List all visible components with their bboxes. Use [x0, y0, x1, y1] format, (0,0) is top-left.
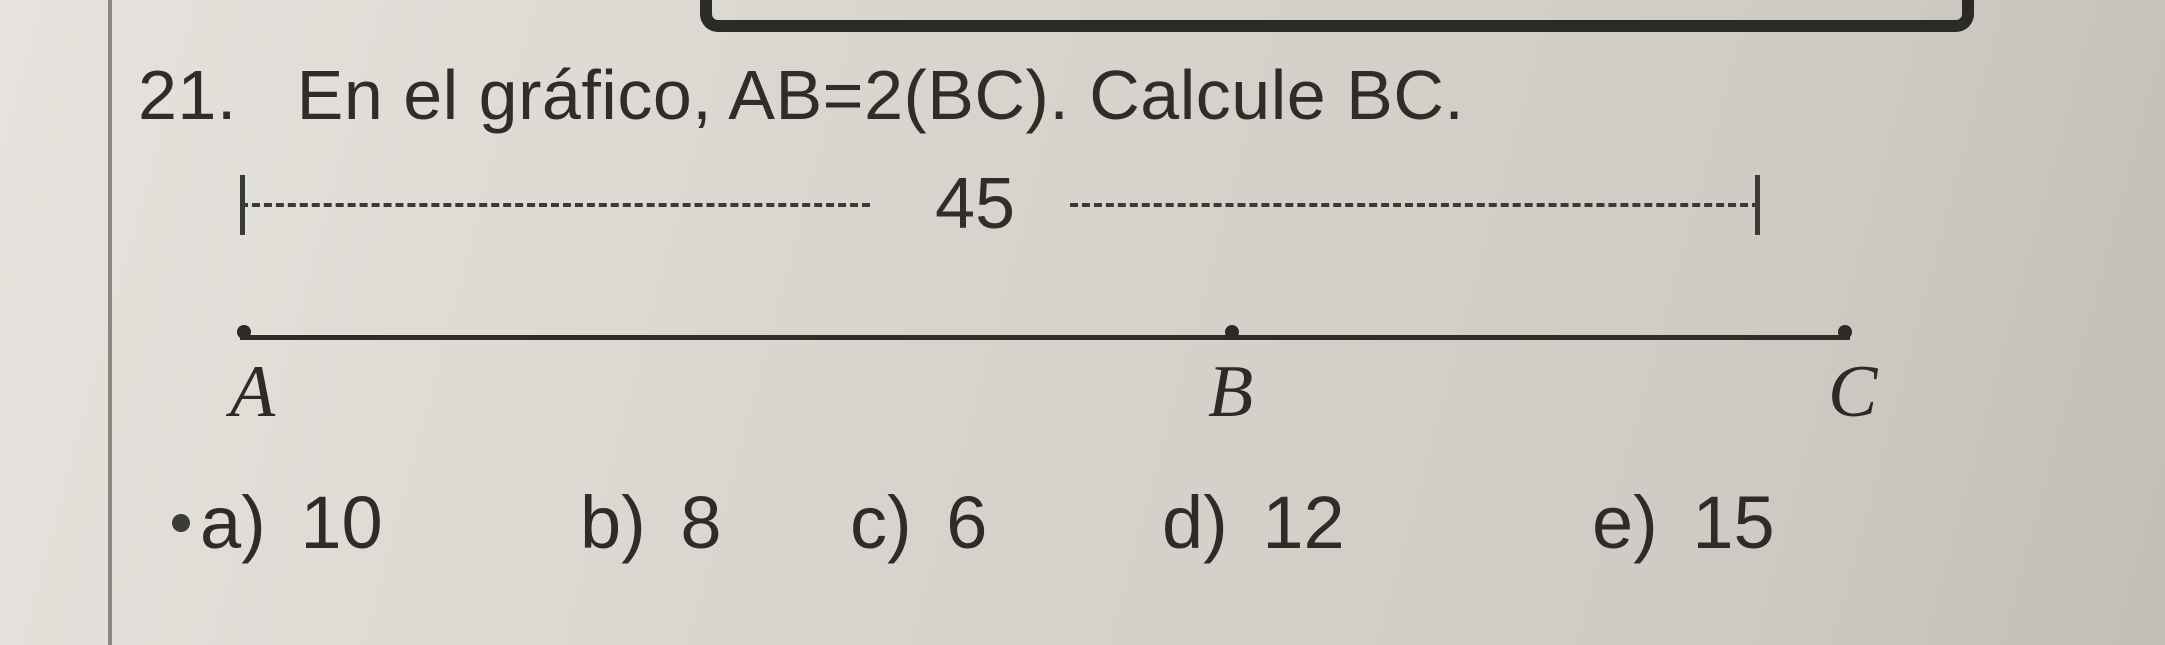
- option-d-value: 12: [1262, 481, 1344, 564]
- option-e[interactable]: e) 15: [1592, 480, 1775, 565]
- previous-question-frame: [700, 0, 1974, 32]
- option-e-value: 15: [1692, 481, 1774, 564]
- option-b[interactable]: b) 8: [580, 480, 722, 565]
- measure-line-left: [240, 203, 870, 207]
- point-a-dot: [237, 325, 251, 339]
- option-b-value: 8: [680, 481, 721, 564]
- measure-tick-right: [1755, 175, 1760, 235]
- point-c-label: C: [1828, 350, 1877, 435]
- question-text: En el gráfico, AB=2(BC). Calcule BC.: [297, 56, 1465, 134]
- worksheet-page: 21. En el gráfico, AB=2(BC). Calcule BC.…: [0, 0, 2165, 645]
- option-d-label: d): [1162, 481, 1228, 564]
- point-b-label: B: [1208, 350, 1253, 435]
- margin-rule: [108, 0, 112, 645]
- point-c-dot: [1838, 325, 1852, 339]
- option-a[interactable]: a) 10: [200, 480, 383, 565]
- segment-diagram: 45 A B C: [240, 165, 1860, 425]
- option-a-label: a): [200, 481, 266, 564]
- option-c-label: c): [850, 481, 912, 564]
- question-line: 21. En el gráfico, AB=2(BC). Calcule BC.: [138, 55, 1464, 135]
- point-b-dot: [1225, 325, 1239, 339]
- option-c-value: 6: [946, 481, 987, 564]
- option-a-value: 10: [300, 481, 382, 564]
- measurement-bracket: 45: [240, 165, 1760, 245]
- option-e-label: e): [1592, 481, 1658, 564]
- measure-line-right: [1070, 203, 1760, 207]
- option-b-label: b): [580, 481, 646, 564]
- answer-options: a) 10 b) 8 c) 6 d) 12 e) 15: [200, 480, 2100, 600]
- question-number: 21.: [138, 56, 237, 134]
- option-d[interactable]: d) 12: [1162, 480, 1345, 565]
- point-a-label: A: [230, 350, 275, 435]
- option-c[interactable]: c) 6: [850, 480, 987, 565]
- measure-label: 45: [890, 163, 1060, 245]
- segment-line: [240, 335, 1850, 340]
